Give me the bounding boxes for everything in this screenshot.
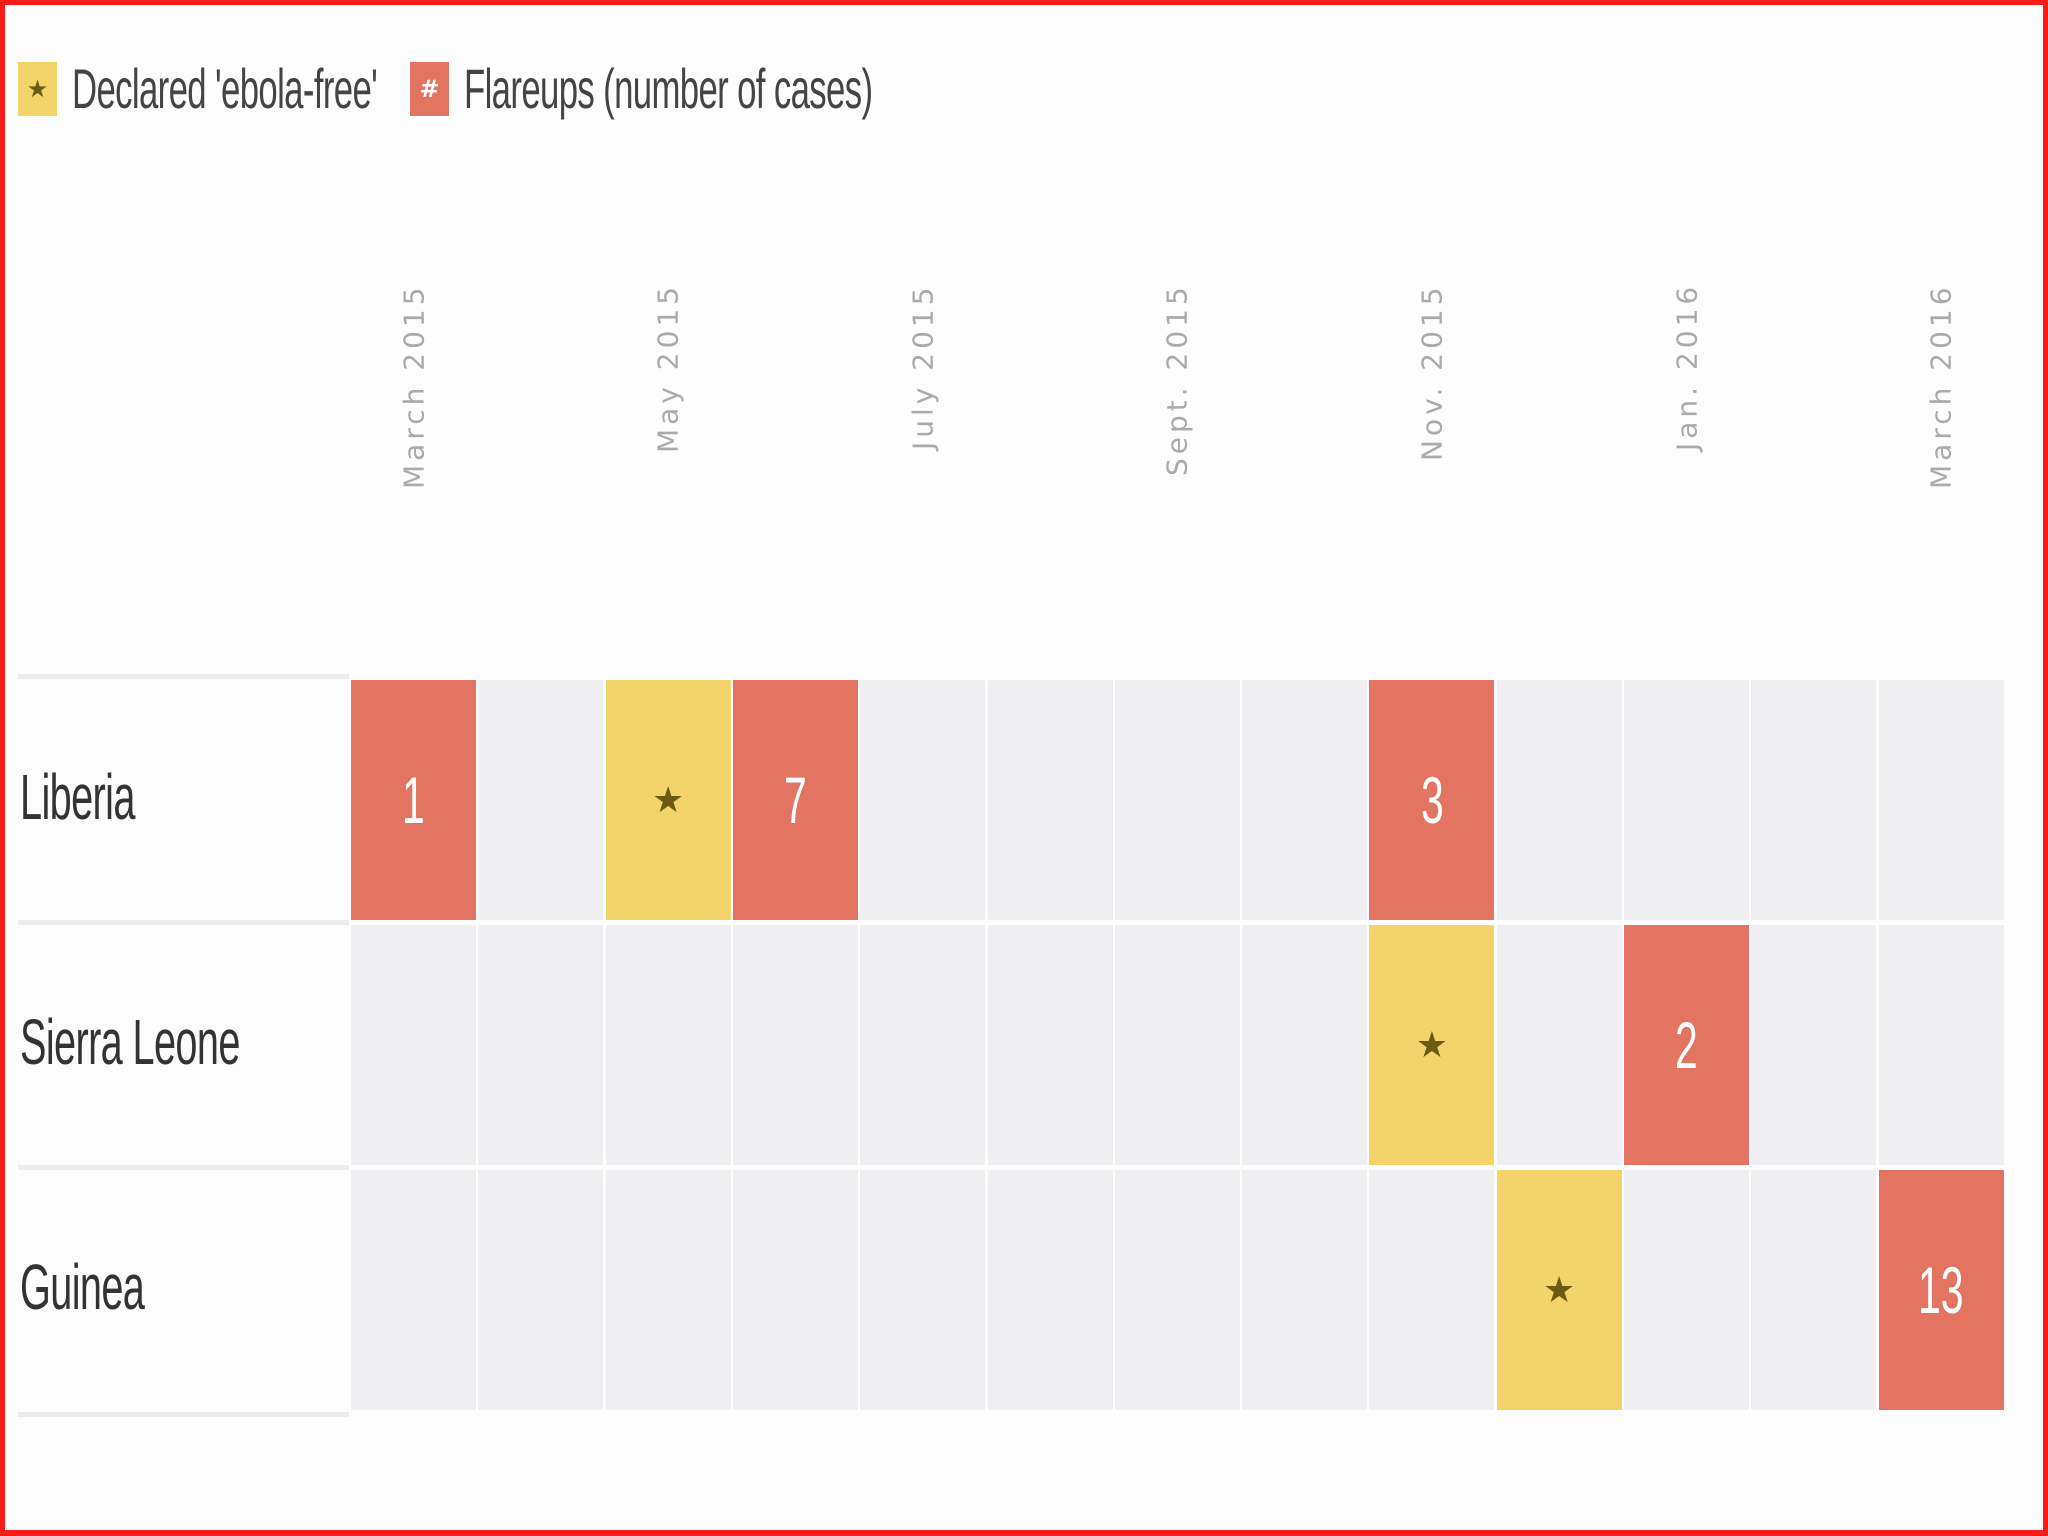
- row-label: Sierra Leone: [20, 1006, 240, 1078]
- empty-cell: [1369, 1170, 1495, 1410]
- case-count-label: 2: [1675, 1008, 1698, 1082]
- empty-cell: [351, 1170, 476, 1410]
- case-count-label: 1: [402, 763, 425, 837]
- empty-cell: [1624, 1170, 1749, 1410]
- empty-cell: [1114, 680, 1240, 920]
- row-divider: [18, 1165, 349, 1170]
- row-divider: [18, 674, 349, 679]
- legend-item-ebola-free: ★ Declared 'ebola-free': [18, 56, 378, 121]
- empty-cell: [1114, 1170, 1240, 1410]
- star-icon: ★: [26, 74, 49, 103]
- empty-cell: [1242, 680, 1368, 920]
- empty-cell: [1751, 680, 1877, 920]
- empty-cell: [605, 925, 731, 1165]
- star-icon: ★: [1415, 1024, 1449, 1066]
- flareup-cell: 13: [1878, 1170, 2004, 1410]
- case-count-label: 3: [1420, 763, 1444, 837]
- empty-cell: [1114, 925, 1240, 1165]
- column-label: May 2015: [651, 283, 685, 454]
- empty-cell: [860, 925, 986, 1165]
- empty-cell: [860, 1170, 986, 1410]
- column-label: July 2015: [906, 283, 940, 450]
- empty-cell: [1751, 1170, 1877, 1410]
- flareup-cell: 1: [351, 680, 476, 920]
- row-divider: [18, 920, 349, 925]
- empty-cell: [860, 680, 986, 920]
- legend-item-flareups: # Flareups (number of cases): [410, 56, 1123, 121]
- row-header: [18, 925, 349, 1165]
- case-count-label: 13: [1918, 1253, 1964, 1327]
- empty-cell: [351, 925, 476, 1165]
- empty-cell: [1496, 680, 1622, 920]
- legend: ★ Declared 'ebola-free' # Flareups (numb…: [18, 56, 1181, 121]
- case-count-label: 7: [784, 763, 807, 837]
- column-label: Nov. 2015: [1415, 283, 1449, 461]
- star-icon: ★: [651, 779, 685, 821]
- empty-cell: [1242, 925, 1368, 1165]
- ebola-free-cell: ★: [1496, 1170, 1622, 1410]
- hash-icon: #: [419, 74, 440, 103]
- column-label: March 2016: [1924, 283, 1958, 489]
- row-label: Liberia: [20, 761, 135, 833]
- row-header: [18, 1170, 349, 1410]
- empty-cell: [1878, 680, 2004, 920]
- row-divider: [18, 1412, 349, 1417]
- empty-cell: [1242, 1170, 1368, 1410]
- empty-cell: [732, 925, 858, 1165]
- legend-label-ebola-free: Declared 'ebola-free': [72, 57, 378, 120]
- empty-cell: [732, 1170, 858, 1410]
- column-label: Sept. 2015: [1160, 283, 1194, 476]
- empty-cell: [605, 1170, 731, 1410]
- row-header: [18, 680, 349, 920]
- empty-cell: [987, 925, 1113, 1165]
- ebola-free-cell: ★: [605, 680, 731, 920]
- legend-swatch-flareups: #: [410, 61, 449, 116]
- empty-cell: [987, 680, 1113, 920]
- empty-cell: [1878, 925, 2004, 1165]
- legend-label-flareups: Flareups (number of cases): [464, 57, 873, 120]
- legend-swatch-ebola-free: ★: [18, 61, 57, 116]
- star-icon: ★: [1543, 1269, 1576, 1311]
- flareup-cell: 3: [1369, 680, 1495, 920]
- flareup-cell: 2: [1624, 925, 1749, 1165]
- empty-cell: [478, 680, 604, 920]
- ebola-free-cell: ★: [1369, 925, 1495, 1165]
- empty-cell: [1751, 925, 1877, 1165]
- empty-cell: [1496, 925, 1622, 1165]
- column-label: March 2015: [397, 283, 430, 489]
- empty-cell: [1624, 680, 1749, 920]
- empty-cell: [478, 925, 604, 1165]
- column-label: Jan. 2016: [1670, 283, 1703, 452]
- flareup-cell: 7: [732, 680, 858, 920]
- row-label: Guinea: [20, 1251, 145, 1323]
- empty-cell: [987, 1170, 1113, 1410]
- empty-cell: [478, 1170, 604, 1410]
